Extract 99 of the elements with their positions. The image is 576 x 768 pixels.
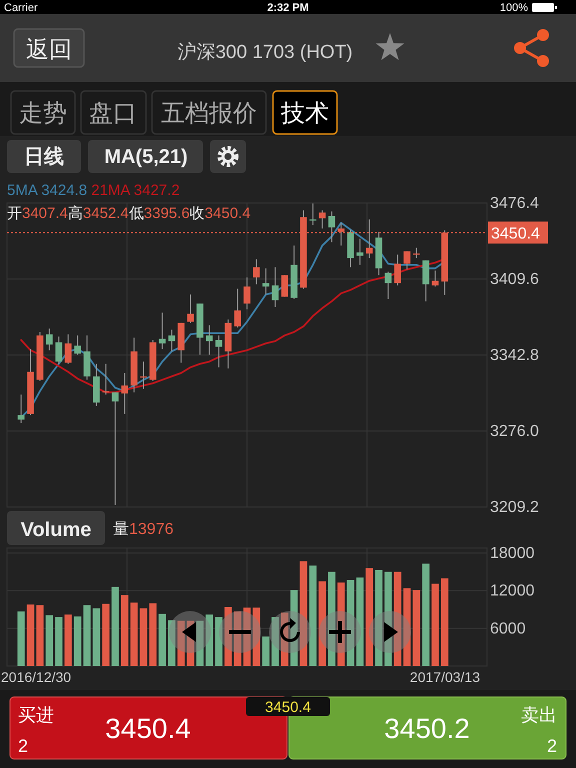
bar xyxy=(149,603,157,666)
y-tick-label: 6000 xyxy=(490,620,526,638)
bar xyxy=(412,590,420,666)
bar xyxy=(74,616,82,666)
candlestick xyxy=(262,268,270,295)
candlestick xyxy=(74,334,81,356)
candlestick xyxy=(394,254,401,286)
bar xyxy=(318,581,326,666)
bar xyxy=(36,605,44,666)
candlestick xyxy=(356,238,364,266)
bar xyxy=(112,586,119,666)
bar xyxy=(102,604,110,666)
bar xyxy=(366,568,374,666)
y-tick-label: 3276.0 xyxy=(490,423,540,440)
text: 买进 xyxy=(18,705,54,725)
candlestick xyxy=(281,274,288,298)
bar xyxy=(177,620,185,666)
candlestick xyxy=(234,288,241,328)
bar xyxy=(26,604,34,666)
text: 量13976 xyxy=(113,521,174,538)
y-tick-label: 3209.2 xyxy=(490,499,540,516)
bar xyxy=(300,561,308,666)
annotation: 开3407.4高3452.4低3395.6收3450.4 xyxy=(7,205,251,222)
text: 技术 xyxy=(280,100,329,127)
bar xyxy=(55,617,62,666)
bar xyxy=(17,611,25,666)
bar xyxy=(120,595,128,666)
bar xyxy=(64,614,72,666)
bar xyxy=(432,584,439,666)
text: 3424.8 xyxy=(41,182,88,199)
text: 2 xyxy=(18,736,28,756)
candlestick xyxy=(55,336,62,364)
y-tick-label: 3476.4 xyxy=(490,195,540,212)
candlestick xyxy=(215,334,222,368)
bar xyxy=(83,605,91,666)
bar xyxy=(309,566,317,666)
text: 3450.4 xyxy=(265,699,311,716)
chart-title: 沪深300 1703 (HOT) xyxy=(177,41,353,63)
text: 3450.2 xyxy=(384,713,470,744)
bar xyxy=(440,578,448,666)
candlestick xyxy=(168,329,176,352)
text: 走势 xyxy=(19,100,67,127)
text: 2 xyxy=(546,736,557,756)
bar xyxy=(356,578,364,666)
candlestick xyxy=(328,210,336,243)
text: Carrier xyxy=(4,2,38,14)
bar xyxy=(196,620,204,666)
candlestick xyxy=(206,324,213,356)
bar xyxy=(46,615,54,666)
text: 3427.2 xyxy=(134,182,180,199)
text: 21MA xyxy=(87,182,134,199)
text: 日线 xyxy=(24,146,64,168)
candlestick xyxy=(112,392,119,506)
text: 2016/12/30 xyxy=(1,669,72,685)
bar xyxy=(168,620,176,666)
y-tick-label: 18000 xyxy=(490,545,535,562)
text: 盘口 xyxy=(89,100,137,127)
candlestick xyxy=(272,266,279,308)
bar xyxy=(158,614,166,666)
text: 2:32 PM xyxy=(267,2,309,14)
bar xyxy=(215,617,222,666)
candlestick xyxy=(318,210,326,229)
bar xyxy=(92,608,100,666)
bar xyxy=(422,564,430,666)
text: 3450.4 xyxy=(105,713,191,744)
y-tick-label: 3342.8 xyxy=(490,347,540,364)
candlestick xyxy=(18,394,25,424)
candlestick xyxy=(187,294,194,324)
candlestick xyxy=(121,372,128,414)
chart-title: Volume xyxy=(20,519,92,541)
bar xyxy=(403,588,411,666)
candlestick xyxy=(158,312,166,350)
text: 100% xyxy=(500,2,528,14)
bar xyxy=(262,636,270,666)
text: MA(5,21) xyxy=(104,146,188,168)
bar xyxy=(206,614,214,666)
text: 5MA xyxy=(7,182,42,199)
bar xyxy=(224,607,232,666)
candlestick xyxy=(253,258,260,285)
bar xyxy=(130,602,138,666)
text: 五档报价 xyxy=(161,100,257,127)
candlestick xyxy=(422,260,430,302)
text: 卖出 xyxy=(521,705,557,725)
candlestick xyxy=(432,270,439,288)
candlestick xyxy=(46,328,53,351)
candlestick xyxy=(404,250,410,270)
bar xyxy=(375,570,382,666)
y-tick-label: 12000 xyxy=(490,582,535,600)
text: 2017/03/13 xyxy=(410,669,480,685)
bar xyxy=(252,608,260,666)
y-tick-label: 3409.6 xyxy=(490,271,540,288)
text: 返回 xyxy=(26,36,72,62)
candlestick xyxy=(384,271,392,300)
candlestick xyxy=(102,363,110,396)
bar xyxy=(140,608,148,666)
candlestick xyxy=(244,276,250,310)
candlestick xyxy=(64,334,72,364)
ref-line-label: 3450.4 xyxy=(491,226,540,243)
bar xyxy=(272,617,279,666)
